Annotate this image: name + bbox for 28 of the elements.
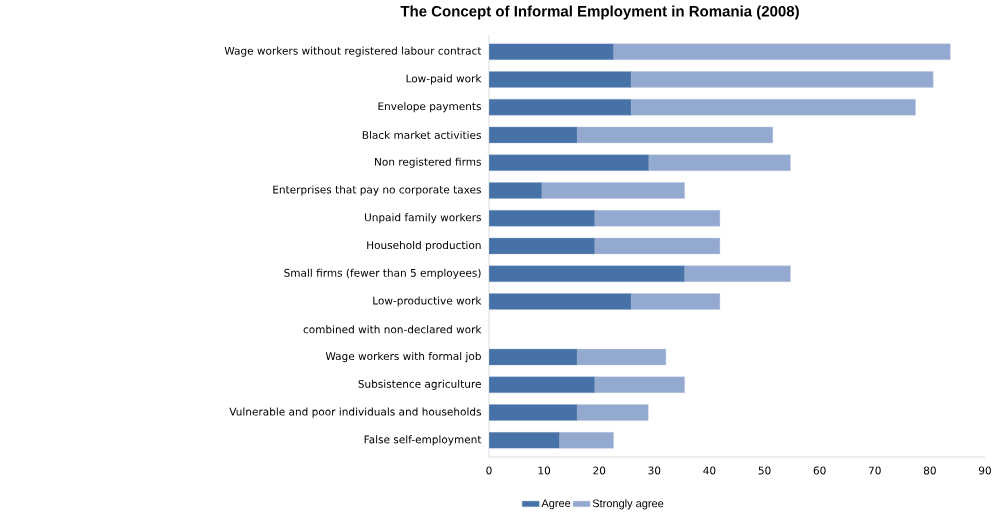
x-tick-label: 70 — [868, 466, 881, 475]
x-tick-label: 80 — [923, 466, 936, 475]
y-tick-label: combined with non-declared work — [303, 325, 482, 334]
y-tick-label: Low-productive work — [373, 296, 482, 307]
y-tick-label: False self-employment — [364, 435, 482, 446]
x-tick-label: 60 — [813, 466, 826, 475]
x-tick-label: 50 — [758, 466, 771, 475]
y-tick-label: Subsistence agriculture — [358, 379, 481, 390]
y-tick-label: Low-paid work — [406, 74, 482, 85]
x-tick-label: 20 — [593, 466, 606, 475]
y-tick-label: Vulnerable and poor individuals and households — [229, 407, 482, 418]
chart-title: The Concept of Informal Employment in Romania (2008) — [400, 5, 799, 20]
y-tick-label: Non registered firms — [375, 157, 481, 168]
y-tick-label: Envelope payments — [378, 102, 481, 113]
x-tick-label: 90 — [978, 466, 991, 475]
y-tick-label: Unpaid family workers — [364, 213, 481, 224]
y-tick-label: Small firms (fewer than 5 employees) — [284, 268, 481, 279]
x-tick-label: 10 — [538, 466, 551, 475]
y-tick-label: Wage workers with formal job — [325, 351, 481, 363]
x-tick-label: 30 — [648, 466, 661, 475]
x-tick-label: 0 — [486, 466, 492, 475]
y-tick-label: Black market activities — [362, 130, 481, 140]
x-tick-label: 40 — [703, 466, 716, 475]
y-tick-label: Household production — [367, 240, 481, 252]
legend-label: Agree — [541, 499, 571, 510]
y-tick-label: Wage workers without registered labour contract — [224, 46, 482, 57]
legend-label: Strongly agree — [592, 499, 664, 510]
y-tick-label: Enterprises that pay no corporate taxes — [273, 185, 481, 196]
